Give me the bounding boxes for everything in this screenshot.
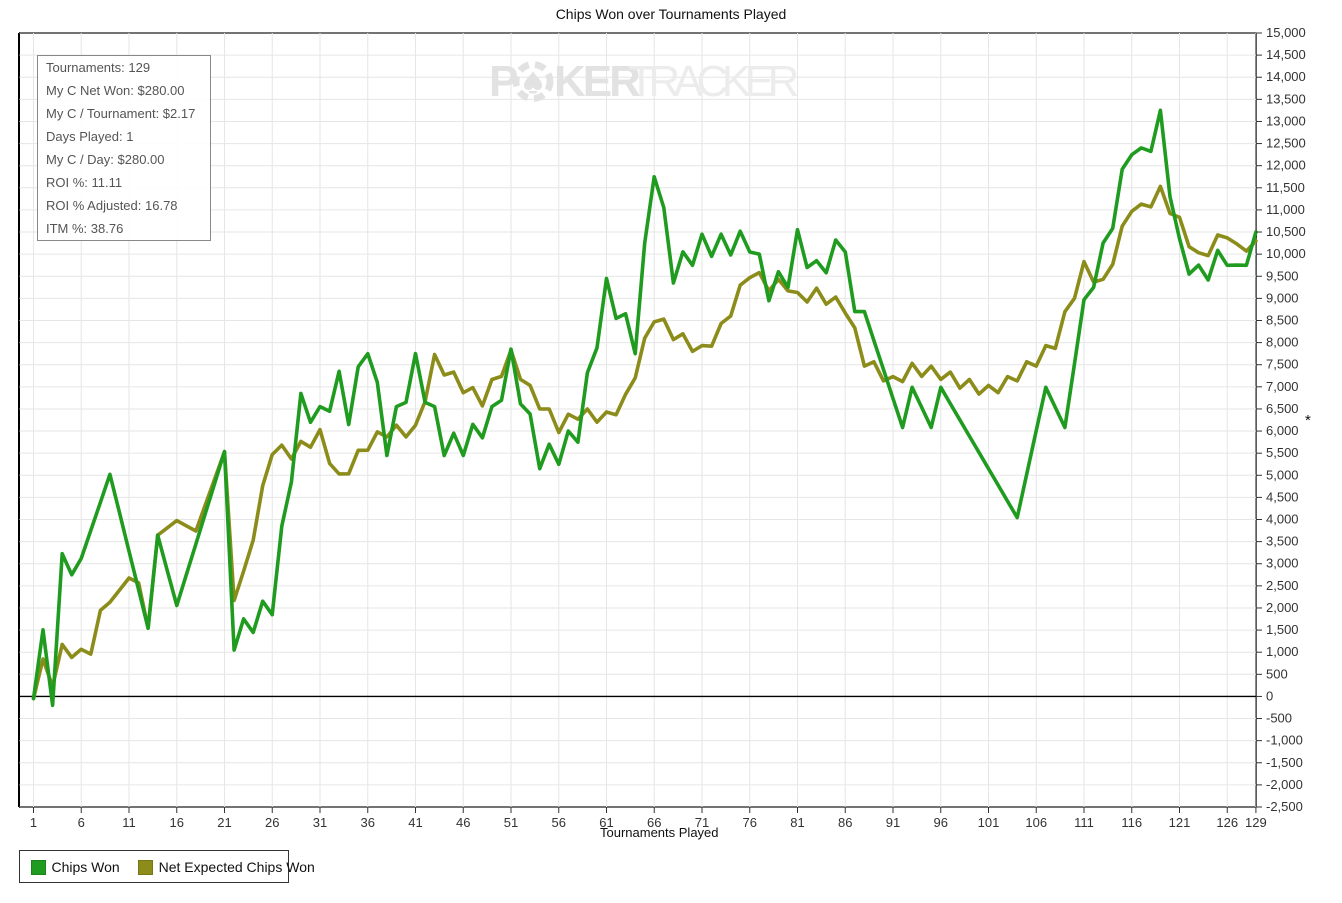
svg-text:TRACKER: TRACKER [628, 57, 797, 106]
